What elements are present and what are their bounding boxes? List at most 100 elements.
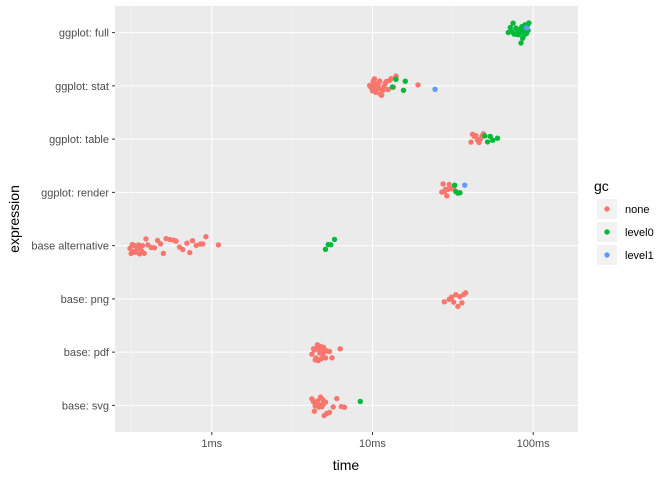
data-point [463,290,469,296]
data-point [441,299,447,305]
data-point [320,351,326,357]
data-point [453,292,459,298]
data-point [448,294,455,300]
data-point [215,242,222,248]
data-point [318,356,324,362]
data-point [371,76,378,82]
data-point [326,348,333,355]
y-tick-label: ggplot: stat [55,81,109,93]
data-point [326,409,333,416]
data-point [385,86,391,93]
data-point [160,250,167,257]
data-point [393,76,399,83]
data-point [494,135,501,141]
data-point [331,236,338,243]
y-tick-label: base: pdf [64,347,110,359]
data-point [329,355,335,361]
legend-label: level1 [625,250,654,262]
data-point [139,243,146,249]
data-point [187,249,193,256]
legend: gc none level0 level1 [594,178,654,265]
legend-label: none [625,204,649,216]
data-point [377,78,383,84]
y-tick-label: ggplot: table [49,134,109,146]
plot-panel [115,6,578,432]
data-point [151,245,158,251]
data-point [484,139,491,145]
x-axis: 1ms 10ms 100ms [201,432,550,450]
data-point [455,303,461,310]
data-point [322,246,329,252]
data-points [127,20,532,419]
data-point [337,346,343,352]
data-point [189,238,196,244]
y-axis: ggplot: full ggplot: stat ggplot: table ggp… [31,28,115,412]
data-point [141,250,147,256]
data-point [523,25,530,31]
data-point [446,181,452,188]
y-tick-label: ggplot: full [59,28,109,40]
data-point [388,75,394,82]
data-point [513,25,519,31]
x-tick-label: 100ms [517,438,551,450]
data-point [314,398,321,404]
data-point [309,351,315,357]
data-point [341,404,348,410]
data-point [322,399,329,405]
data-point [459,300,465,306]
major-gridlines [115,6,578,432]
data-point [143,236,149,242]
data-point [328,242,334,248]
data-point [526,20,532,26]
data-point [482,133,488,139]
x-tick-label: 1ms [201,438,222,450]
data-point [311,408,318,414]
data-point [415,82,421,88]
data-point [357,398,363,405]
data-point [457,190,463,196]
y-tick-label: base: svg [62,400,109,412]
data-point [389,84,396,90]
data-point [432,86,438,93]
data-point [444,193,450,199]
legend-key-point [604,206,610,212]
data-point [203,234,209,240]
data-point [490,137,496,143]
legend-label: level0 [625,227,654,239]
data-point [452,182,458,188]
legend-key-point [604,229,610,235]
data-point [402,78,408,84]
data-point [510,20,516,26]
data-point [462,182,468,188]
data-point [400,87,407,94]
data-point [451,299,457,305]
data-point [334,395,340,402]
data-point [487,133,493,140]
data-point [440,181,446,187]
data-point [330,404,336,410]
data-point [373,89,379,96]
data-point [200,241,206,247]
data-point [173,238,179,244]
data-point [507,24,513,31]
data-point [180,246,186,253]
legend-title: gc [594,178,609,194]
data-point [380,87,386,94]
data-point [322,355,329,361]
data-point [468,139,474,145]
x-tick-label: 10ms [359,438,386,450]
y-axis-title: expression [6,185,22,253]
y-tick-label: base: png [61,294,109,306]
data-point [518,40,524,46]
data-point [193,242,199,249]
legend-key-point [604,252,610,258]
data-point [473,133,479,139]
y-tick-label: base alternative [31,241,109,253]
y-tick-label: ggplot: render [41,187,109,199]
data-point [184,240,190,246]
x-axis-title: time [333,457,360,473]
minor-gridlines [131,6,454,432]
data-point [378,92,385,99]
data-point [516,30,522,37]
